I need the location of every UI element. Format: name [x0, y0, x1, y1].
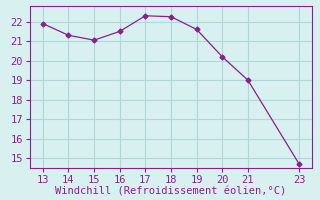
X-axis label: Windchill (Refroidissement éolien,°C): Windchill (Refroidissement éolien,°C) [55, 186, 287, 196]
